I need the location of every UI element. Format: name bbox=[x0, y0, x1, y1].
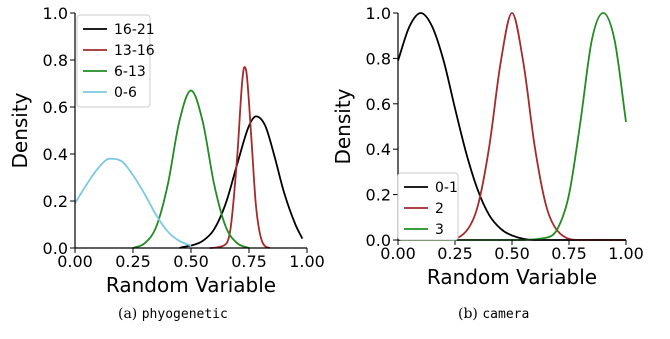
legend-label-2: 2 bbox=[435, 201, 444, 217]
y-tick-label: 0.8 bbox=[366, 49, 391, 68]
series-line-13-16 bbox=[209, 66, 271, 249]
x-tick-label: 1.00 bbox=[289, 252, 325, 271]
caption-b: (b) camera bbox=[458, 306, 529, 322]
x-tick-label: 0.00 bbox=[380, 244, 416, 263]
caption-b-prefix: (b) bbox=[458, 306, 483, 322]
x-tick-label: 0.75 bbox=[551, 244, 587, 263]
y-tick-label: 1.0 bbox=[366, 4, 391, 23]
legend-label-3: 3 bbox=[435, 222, 444, 238]
x-tick-label: 0.50 bbox=[494, 244, 530, 263]
x-tick-label: 0.00 bbox=[57, 252, 93, 271]
series-line-0-6 bbox=[74, 157, 192, 247]
caption-a-prefix: (a) bbox=[118, 306, 142, 322]
y-tick-label: 0.8 bbox=[43, 51, 68, 70]
caption-b-name: camera bbox=[482, 307, 530, 322]
caption-a-name: phyogenetic bbox=[141, 307, 228, 322]
x-tick-label: 0.25 bbox=[115, 252, 151, 271]
legend: 16-21 13-16 6-13 0-6 bbox=[76, 14, 155, 108]
legend-frame bbox=[76, 14, 151, 108]
y-tick-label: 0.6 bbox=[366, 95, 391, 114]
chart-b-camera: 0.00 0.25 0.50 0.75 1.00 0.0 0.2 0.4 0.6 0.8 1.0 Ra… bbox=[331, 4, 644, 289]
x-tick-label: 0.75 bbox=[231, 252, 267, 271]
y-tick-label: 1.0 bbox=[43, 4, 68, 23]
x-tick-label: 0.50 bbox=[173, 252, 209, 271]
x-axis-label: Random Variable bbox=[106, 273, 276, 297]
x-tick-label: 0.25 bbox=[437, 244, 473, 263]
series-line-6-13 bbox=[132, 89, 250, 249]
y-tick-label: 0.4 bbox=[43, 145, 68, 164]
legend-label-6-13: 6-13 bbox=[114, 64, 146, 80]
y-tick-label: 0.4 bbox=[366, 140, 391, 159]
y-axis-label: Density bbox=[8, 92, 32, 168]
legend-label-13-16: 13-16 bbox=[114, 43, 155, 59]
y-tick-label: 0.6 bbox=[43, 98, 68, 117]
y-tick-label: 0.2 bbox=[366, 186, 391, 205]
series-line-16-21 bbox=[179, 115, 304, 249]
legend: 0-1 2 3 bbox=[397, 172, 459, 241]
figure: 0.00 0.25 0.50 0.75 1.00 0.0 0.2 0.4 0.6 0.8 1.0 Ra… bbox=[8, 4, 644, 297]
x-axis-label: Random Variable bbox=[427, 265, 597, 289]
y-tick-label: 0.2 bbox=[43, 192, 68, 211]
x-tick-label: 1.00 bbox=[608, 244, 644, 263]
legend-label-0-1: 0-1 bbox=[435, 180, 458, 196]
series-line-2 bbox=[398, 12, 626, 241]
legend-label-16-21: 16-21 bbox=[114, 22, 155, 38]
chart-a-phyogenetic: 0.00 0.25 0.50 0.75 1.00 0.0 0.2 0.4 0.6 0.8 1.0 Ra… bbox=[8, 4, 325, 297]
y-tick-label: 0.0 bbox=[366, 231, 391, 250]
y-axis-label: Density bbox=[331, 88, 355, 164]
y-tick-label: 0.0 bbox=[43, 239, 68, 258]
legend-frame bbox=[397, 172, 459, 241]
caption-a: (a) phyogenetic bbox=[118, 306, 228, 322]
legend-label-0-6: 0-6 bbox=[114, 85, 137, 101]
